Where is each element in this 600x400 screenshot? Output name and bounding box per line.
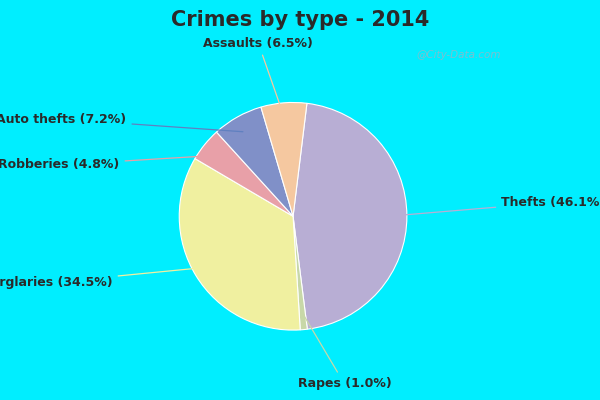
Text: Thefts (46.1%): Thefts (46.1%) (392, 196, 600, 216)
Text: Burglaries (34.5%): Burglaries (34.5%) (0, 267, 208, 290)
Wedge shape (293, 103, 407, 329)
Text: Auto thefts (7.2%): Auto thefts (7.2%) (0, 113, 243, 132)
Wedge shape (261, 102, 307, 216)
Text: Assaults (6.5%): Assaults (6.5%) (203, 37, 313, 117)
Text: Rapes (1.0%): Rapes (1.0%) (298, 315, 391, 390)
Text: Robberies (4.8%): Robberies (4.8%) (0, 156, 215, 172)
Wedge shape (195, 132, 293, 216)
Wedge shape (293, 216, 307, 330)
Wedge shape (217, 107, 293, 216)
Wedge shape (179, 158, 300, 330)
Text: Crimes by type - 2014: Crimes by type - 2014 (171, 10, 429, 30)
Text: @City-Data.com: @City-Data.com (417, 50, 501, 60)
